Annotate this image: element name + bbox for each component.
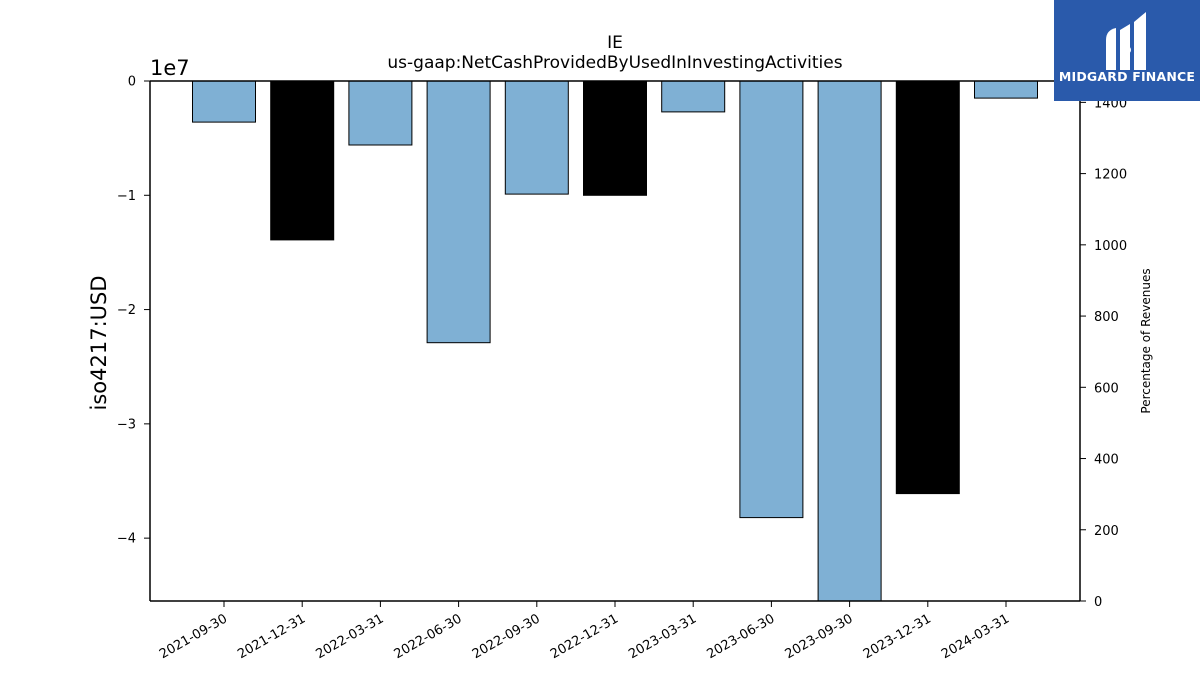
bar-2022-09-30 bbox=[505, 81, 568, 194]
logo: MIDGARD FINANCE bbox=[1054, 0, 1200, 101]
y2-tick-label: 1200 bbox=[1094, 168, 1127, 183]
x-tick-label: 2022-06-30 bbox=[392, 611, 465, 662]
x-tick-label: 2023-12-31 bbox=[861, 611, 934, 662]
y2-tick-label: 1000 bbox=[1094, 239, 1127, 254]
y2-tick-label: 800 bbox=[1094, 310, 1119, 325]
y2-tick-label: 200 bbox=[1094, 524, 1119, 539]
y-tick-label: −1 bbox=[117, 189, 136, 204]
bar-2023-12-31 bbox=[896, 81, 959, 494]
y-tick-label: 0 bbox=[128, 75, 136, 90]
y2-tick-label: 600 bbox=[1094, 381, 1119, 396]
x-tick-label: 2021-09-30 bbox=[157, 611, 230, 662]
bar-2023-06-30 bbox=[740, 81, 803, 518]
x-tick-label: 2022-12-31 bbox=[548, 611, 621, 662]
x-tick-label: 2023-06-30 bbox=[704, 611, 777, 662]
x-tick-label: 2022-09-30 bbox=[470, 611, 543, 662]
y-tick-label: −4 bbox=[117, 532, 136, 547]
bar-2022-12-31 bbox=[584, 81, 647, 195]
y2-tick-label: 400 bbox=[1094, 453, 1119, 468]
y-tick-label: −2 bbox=[117, 303, 136, 318]
bar-2024-03-31 bbox=[975, 81, 1038, 98]
bar-2021-12-31 bbox=[271, 81, 334, 240]
bar-2021-09-30 bbox=[193, 81, 256, 122]
y2-axis-label: Percentage of Revenues bbox=[1139, 268, 1153, 413]
y2-tick-label: 0 bbox=[1094, 595, 1102, 610]
bar-2023-09-30 bbox=[818, 81, 881, 601]
y-scale-label: 1e7 bbox=[150, 56, 190, 80]
y-tick-label: −3 bbox=[117, 417, 136, 432]
x-tick-label: 2023-09-30 bbox=[783, 611, 856, 662]
x-tick-label: 2024-03-31 bbox=[939, 611, 1012, 662]
x-tick-label: 2021-12-31 bbox=[235, 611, 308, 662]
x-tick-label: 2023-03-31 bbox=[626, 611, 699, 662]
logo-text: MIDGARD FINANCE bbox=[1059, 69, 1195, 84]
x-ticks-group: 2021-09-30 2021-12-31 2022-03-31 2022-06-30… bbox=[157, 601, 1012, 662]
bar-2023-03-31 bbox=[662, 81, 725, 112]
chart-title: IE bbox=[607, 33, 623, 53]
bar-2022-03-31 bbox=[349, 81, 412, 145]
y-ticks-group: 0 −1 −2 −3 −4 bbox=[117, 75, 150, 547]
bars-group bbox=[193, 81, 1038, 601]
x-tick-label: 2022-03-31 bbox=[313, 611, 386, 662]
y-axis-label: iso4217:USD bbox=[87, 275, 111, 410]
chart-subtitle: us-gaap:NetCashProvidedByUsedInInvesting… bbox=[387, 53, 842, 73]
bar-2022-06-30 bbox=[427, 81, 490, 343]
